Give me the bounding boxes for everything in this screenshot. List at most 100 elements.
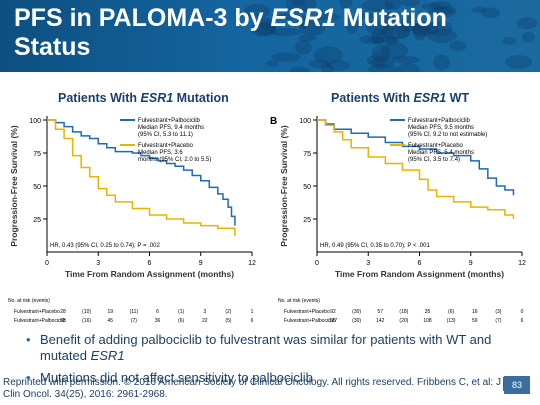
risk-value: (5) [225, 318, 231, 324]
legend-label-placebo: Fulvestrant+Placebo [408, 143, 464, 149]
texture-blob [420, 2, 441, 10]
legend-median-palbociclib: Median PFS, 9.5 months [408, 125, 474, 131]
risk-value: 6 [251, 318, 254, 324]
texture-blob [295, 39, 312, 55]
km-chart-wt: 100 75 50 25 0 3 6 9 12 Time From Random Assignme… [270, 116, 526, 324]
citation-line-2: Clin Oncol. 34(25), 2016: 2961-2968. [3, 389, 168, 400]
risk-value: 177 [329, 318, 338, 324]
risk-table-label: No. at risk (events) [8, 298, 50, 304]
legend-ci-placebo: (95% CI, 3.5 to 7.4) [408, 157, 460, 163]
bullet-item: • Benefit of adding palbociclib to fulves… [26, 332, 492, 363]
footer-divider [503, 377, 504, 391]
slide-title: PFS in PALOMA-3 by ESR1 Mutation Status [14, 4, 474, 62]
texture-blob [481, 7, 501, 19]
risk-value: 6 [521, 318, 524, 324]
risk-value: (11) [130, 309, 139, 315]
y-tick-label: 100 [299, 118, 311, 125]
risk-value: (2) [225, 309, 231, 315]
risk-value: (30) [352, 318, 361, 324]
risk-value: (3) [495, 309, 501, 315]
x-tick-label: 12 [248, 260, 256, 267]
y-tick-label: 25 [303, 217, 311, 224]
texture-blob [505, 55, 533, 69]
bullet-item: • Mutations did not affect sensitivity to… [26, 370, 313, 385]
texture-blob [428, 7, 454, 16]
risk-value: 59 [472, 318, 478, 324]
texture-blob [368, 64, 398, 72]
risk-value: (18) [399, 309, 408, 315]
texture-blob [269, 27, 301, 37]
legend-median-placebo: Median PFS, 3.6 [138, 150, 183, 156]
x-tick-label: 3 [366, 260, 370, 267]
texture-blob [385, 35, 400, 45]
texture-blob [339, 0, 353, 10]
slide-header: PFS in PALOMA-3 by ESR1 Mutation Status [0, 0, 540, 72]
panel-title-wt: Patients With ESR1 WT [331, 91, 470, 105]
texture-blob [370, 56, 395, 69]
page-number: 83 [504, 376, 530, 394]
texture-blob [345, 16, 359, 34]
risk-value: 35 [425, 309, 431, 315]
texture-blob [313, 46, 343, 65]
risk-table-label: No. at risk (events) [278, 298, 320, 304]
x-axis-label: Time From Random Assignment (months) [335, 269, 504, 279]
texture-blob [285, 0, 317, 13]
risk-row-name: Fulvestrant+Palbociclib [284, 318, 336, 324]
texture-blob [401, 16, 417, 32]
texture-blob [412, 22, 427, 41]
risk-value: 142 [376, 318, 385, 324]
risk-row-name: Fulvestrant+Palbociclib [14, 318, 66, 324]
texture-blob [521, 31, 535, 43]
texture-blob [244, 3, 271, 19]
risk-value: 28 [60, 309, 66, 315]
x-tick-label: 3 [96, 260, 100, 267]
x-axis-label: Time From Random Assignment (months) [65, 269, 234, 279]
citation-footer: Reprinted with permission. © 2016 Americ… [3, 377, 503, 401]
texture-blob [380, 24, 411, 40]
km-curve-placebo [47, 119, 236, 237]
texture-blob [288, 66, 310, 72]
y-tick-label: 50 [33, 184, 41, 191]
title-italic: ESR1 [270, 4, 336, 32]
texture-blob [251, 22, 277, 37]
texture-blob [308, 59, 330, 69]
risk-value: 36 [155, 318, 161, 324]
texture-blob [297, 15, 311, 29]
texture-blob [382, 22, 395, 38]
risk-value: 57 [377, 309, 383, 315]
risk-value: (7) [495, 318, 501, 324]
risk-row-name: Fulvestrant+Placebo [14, 309, 60, 315]
texture-blob [401, 0, 421, 7]
bullet-dot-icon: • [26, 332, 31, 347]
texture-blob [380, 11, 401, 25]
texture-blob [292, 0, 306, 6]
bullet-list: • Benefit of adding palbociclib to fulves… [26, 332, 526, 386]
risk-value: 16 [472, 309, 478, 315]
legend-median-palbociclib: Median PFS, 9.4 months [138, 125, 204, 131]
risk-value: (16) [82, 318, 91, 324]
x-tick-label: 6 [418, 260, 422, 267]
risk-value: 6 [156, 309, 159, 315]
title-text: PFS in PALOMA-3 by [14, 4, 271, 32]
x-tick-label: 12 [518, 260, 526, 267]
risk-value: 19 [107, 309, 113, 315]
texture-blob [395, 21, 411, 39]
panel-letter: B [270, 116, 277, 127]
texture-blob [471, 6, 487, 13]
risk-value: 92 [330, 309, 336, 315]
texture-blob [299, 20, 326, 36]
risk-value: (13) [447, 318, 456, 324]
header-texture [244, 0, 538, 72]
legend-ci-placebo: months (95% CI, 2.0 to 5.5) [138, 157, 211, 163]
legend-ci-palbociclib: (95% CI, 9.2 to not estimable) [408, 132, 487, 138]
texture-blob [371, 28, 386, 45]
texture-blob [411, 22, 439, 36]
texture-blob [412, 21, 430, 38]
km-curve-placebo [317, 119, 515, 219]
texture-blob [298, 34, 318, 42]
texture-blob [313, 13, 341, 21]
texture-blob [425, 20, 453, 36]
legend-label-palbociclib: Fulvestrant+Palbociclib [408, 118, 471, 124]
risk-value: (6) [448, 309, 454, 315]
risk-value: (30) [352, 309, 361, 315]
